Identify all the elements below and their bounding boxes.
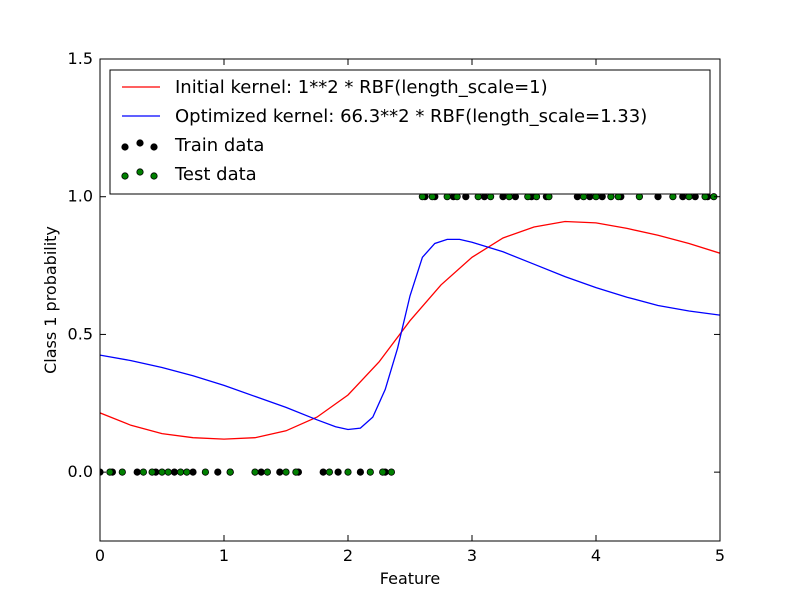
train-data-point bbox=[356, 468, 364, 476]
y-tick-label: 0.5 bbox=[68, 324, 93, 343]
legend-swatch-marker bbox=[136, 168, 144, 176]
test-data-point bbox=[263, 468, 271, 476]
legend-box bbox=[109, 69, 711, 195]
legend-swatch-marker bbox=[150, 143, 158, 151]
x-tick-label: 2 bbox=[343, 546, 353, 565]
test-data-point bbox=[292, 468, 300, 476]
x-axis-title: Feature bbox=[380, 569, 440, 588]
test-data-point bbox=[177, 468, 185, 476]
plot-area-frame bbox=[99, 58, 721, 542]
y-axis-title: Class 1 probability bbox=[41, 226, 60, 374]
test-data-point bbox=[201, 468, 209, 476]
train-data-point bbox=[319, 468, 327, 476]
test-data-point bbox=[366, 468, 374, 476]
x-tick-label: 5 bbox=[715, 546, 725, 565]
legend-label: Train data bbox=[174, 135, 264, 156]
legend-label: Initial kernel: 1**2 * RBF(length_scale=… bbox=[175, 77, 548, 98]
series-line-1 bbox=[100, 220, 720, 440]
x-tick-label: 3 bbox=[467, 546, 477, 565]
train-data-point bbox=[257, 468, 265, 476]
test-data-point bbox=[148, 468, 156, 476]
test-data-point bbox=[183, 468, 191, 476]
test-data-point bbox=[226, 468, 234, 476]
test-data-point bbox=[325, 468, 333, 476]
test-data-point bbox=[106, 468, 114, 476]
test-data-point bbox=[139, 468, 147, 476]
legend-label: Test data bbox=[174, 164, 257, 185]
y-tick-label: 1.0 bbox=[68, 187, 93, 206]
x-tick-label: 0 bbox=[95, 546, 105, 565]
test-data-point bbox=[118, 468, 126, 476]
train-data-point bbox=[170, 468, 178, 476]
train-data-point bbox=[334, 468, 342, 476]
series-layer bbox=[100, 193, 720, 476]
train-data-point bbox=[189, 468, 197, 476]
x-tick-label: 4 bbox=[591, 546, 601, 565]
y-tick-label: 0.0 bbox=[68, 462, 93, 481]
test-data-point bbox=[344, 468, 352, 476]
test-data-point bbox=[282, 468, 290, 476]
test-data-point bbox=[251, 468, 259, 476]
test-data-point bbox=[387, 468, 395, 476]
y-tick-label: 1.5 bbox=[68, 49, 93, 68]
x-tick-label: 1 bbox=[219, 546, 229, 565]
series-line-2 bbox=[100, 238, 720, 431]
ticks-layer: 0 1 2 3 4 5 0.0 0.5 1.0 1.5 bbox=[68, 49, 726, 565]
legend-entries: Initial kernel: 1**2 * RBF(length_scale=… bbox=[121, 77, 647, 185]
test-data-point bbox=[158, 468, 166, 476]
test-data-point bbox=[379, 468, 387, 476]
legend: Initial kernel: 1**2 * RBF(length_scale=… bbox=[109, 69, 711, 195]
train-data-point bbox=[276, 468, 284, 476]
train-data-point bbox=[133, 468, 141, 476]
legend-swatch-marker bbox=[121, 143, 129, 151]
train-data-point bbox=[214, 468, 222, 476]
legend-swatch-marker bbox=[121, 172, 129, 180]
legend-label: Optimized kernel: 66.3**2 * RBF(length_s… bbox=[175, 106, 647, 127]
legend-swatch-marker bbox=[150, 172, 158, 180]
test-data-point bbox=[164, 468, 172, 476]
legend-swatch-marker bbox=[136, 139, 144, 147]
